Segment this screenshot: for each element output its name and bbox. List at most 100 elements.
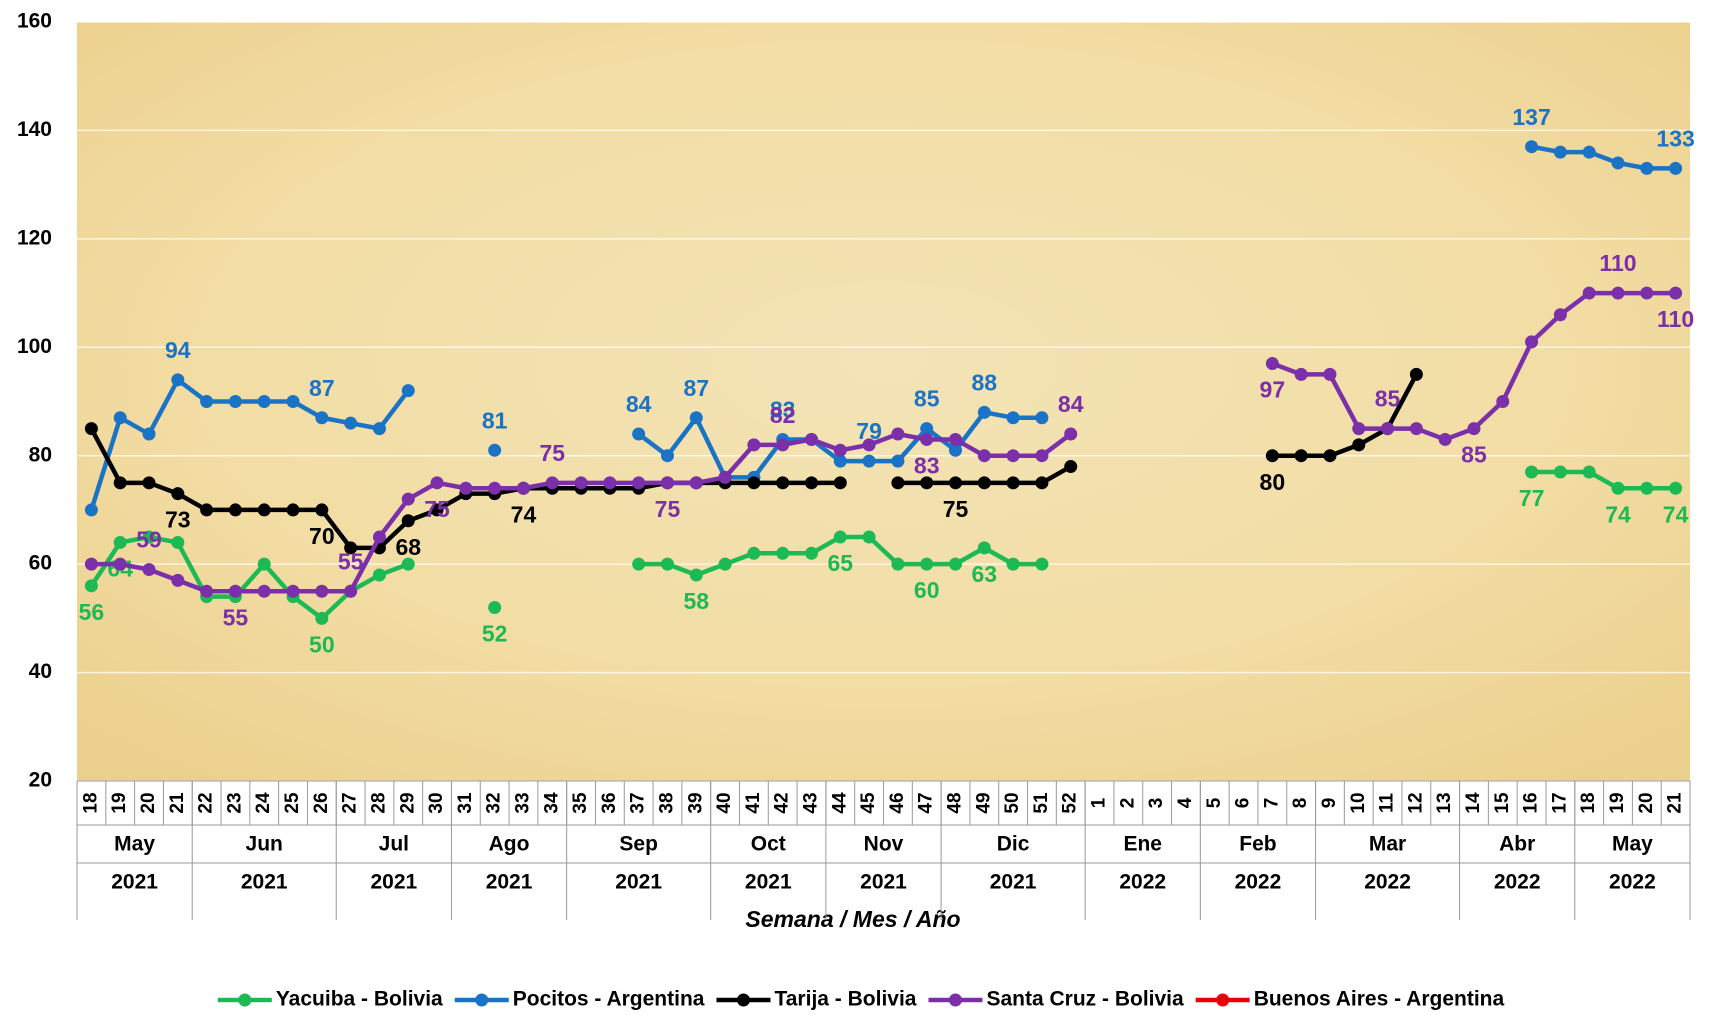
point-marker: [488, 481, 502, 495]
data-label: 63: [972, 561, 998, 587]
month-label: May: [1612, 833, 1653, 856]
point-marker: [84, 579, 98, 593]
month-label: Sep: [619, 833, 658, 856]
month-label: Oct: [751, 833, 786, 856]
data-label: 83: [914, 453, 940, 479]
point-marker: [891, 557, 905, 571]
x-tick-label: 22: [196, 792, 217, 813]
point-marker: [1553, 465, 1567, 479]
x-tick-label: 18: [1578, 792, 1599, 813]
point-marker: [1323, 449, 1337, 463]
point-marker: [891, 476, 905, 490]
data-label: 85: [914, 386, 940, 412]
point-marker: [344, 541, 358, 555]
x-tick-label: 30: [426, 792, 447, 813]
legend-marker: [1216, 993, 1230, 1007]
data-label: 73: [165, 507, 191, 533]
point-marker: [776, 546, 790, 560]
point-marker: [1640, 161, 1654, 175]
legend-marker: [475, 993, 489, 1007]
data-label: 94: [165, 337, 191, 363]
year-label: 2021: [111, 871, 158, 894]
point-marker: [142, 563, 156, 577]
legend-label: Santa Cruz - Bolivia: [986, 988, 1184, 1011]
x-tick-label: 47: [916, 792, 937, 813]
point-marker: [1352, 422, 1366, 436]
year-label: 2022: [1364, 871, 1411, 894]
data-label: 87: [683, 375, 709, 401]
data-label: 77: [1519, 485, 1545, 511]
legend-marker: [736, 993, 750, 1007]
y-tick-label: 40: [29, 660, 52, 683]
data-label: 74: [1605, 501, 1631, 527]
point-marker: [286, 584, 300, 598]
point-marker: [401, 514, 415, 528]
data-label: 80: [1260, 469, 1286, 495]
point-marker: [257, 503, 271, 517]
point-marker: [1006, 449, 1020, 463]
point-marker: [1640, 286, 1654, 300]
point-marker: [747, 438, 761, 452]
month-label: Jun: [246, 833, 283, 856]
point-marker: [113, 535, 127, 549]
point-marker: [1006, 411, 1020, 425]
point-marker: [660, 476, 674, 490]
data-label: 85: [1461, 442, 1487, 468]
legend: Yacuiba - Bolivia Pocitos - Argentina Tari…: [217, 988, 1504, 1011]
point-marker: [977, 476, 991, 490]
point-marker: [891, 454, 905, 468]
x-tick-label: 19: [109, 792, 130, 813]
point-marker: [747, 476, 761, 490]
year-label: 2021: [370, 871, 417, 894]
point-marker: [747, 546, 761, 560]
point-marker: [1582, 286, 1596, 300]
data-label: 110: [1599, 250, 1636, 276]
x-tick-label: 36: [599, 792, 620, 813]
point-marker: [1035, 449, 1049, 463]
data-label: 137: [1512, 104, 1550, 130]
point-marker: [142, 530, 156, 544]
point-marker: [228, 503, 242, 517]
x-tick-label: 49: [973, 792, 994, 813]
point-marker: [1582, 465, 1596, 479]
point-marker: [862, 454, 876, 468]
data-label: 56: [79, 599, 105, 625]
point-marker: [1525, 140, 1539, 154]
x-tick-label: 38: [656, 792, 677, 813]
point-marker: [113, 557, 127, 571]
point-marker: [1553, 308, 1567, 322]
x-tick-label: 4: [1175, 797, 1196, 808]
point-marker: [632, 557, 646, 571]
point-marker: [344, 416, 358, 430]
point-marker: [286, 395, 300, 408]
data-label: 88: [972, 369, 998, 395]
point-marker: [718, 557, 732, 571]
data-label: 58: [683, 588, 709, 614]
year-label: 2021: [990, 871, 1037, 894]
point-marker: [1669, 481, 1683, 495]
point-marker: [488, 601, 502, 615]
point-marker: [286, 503, 300, 517]
point-marker: [920, 476, 934, 490]
point-marker: [977, 449, 991, 463]
point-marker: [1265, 449, 1279, 463]
point-marker: [660, 449, 674, 463]
point-marker: [1294, 449, 1308, 463]
point-marker: [632, 476, 646, 490]
point-marker: [862, 438, 876, 452]
x-tick-label: 7: [1261, 798, 1282, 809]
point-marker: [315, 584, 329, 598]
point-marker: [1669, 286, 1683, 300]
point-marker: [401, 384, 415, 398]
point-marker: [142, 427, 156, 441]
x-tick-label: 3: [1146, 798, 1167, 809]
point-marker: [977, 405, 991, 419]
point-marker: [257, 557, 271, 571]
point-marker: [171, 573, 185, 587]
point-marker: [920, 432, 934, 446]
data-label: 81: [482, 407, 508, 433]
x-tick-label: 10: [1348, 792, 1369, 813]
legend-marker: [238, 993, 252, 1007]
point-marker: [372, 530, 386, 544]
point-marker: [344, 584, 358, 598]
